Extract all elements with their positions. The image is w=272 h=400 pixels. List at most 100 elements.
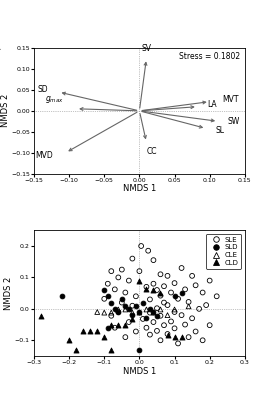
Point [151, 309, 156, 315]
Point [81, 328, 85, 335]
Point [127, 319, 131, 325]
Point [169, 289, 173, 296]
Point [148, 310, 152, 316]
Point [127, 277, 131, 284]
Point [116, 322, 120, 328]
Point [158, 312, 163, 319]
Point [172, 325, 177, 332]
X-axis label: NMDS 1: NMDS 1 [123, 184, 156, 193]
Point [109, 312, 113, 319]
Point [155, 312, 159, 319]
Point [113, 324, 117, 331]
Point [141, 299, 145, 306]
Point [106, 324, 110, 331]
Point [137, 268, 142, 274]
Point [158, 337, 163, 344]
Point [172, 292, 177, 299]
Point [155, 305, 159, 312]
Point [200, 337, 205, 344]
Point [130, 255, 135, 262]
Point [176, 296, 180, 302]
Point [95, 309, 100, 315]
Point [106, 280, 110, 287]
Point [95, 328, 100, 335]
Point [102, 287, 106, 293]
Point [215, 293, 219, 300]
Point [109, 346, 113, 353]
Point [165, 302, 170, 308]
Point [120, 266, 124, 273]
Point [137, 277, 142, 284]
Point [102, 310, 106, 316]
Point [176, 340, 180, 347]
Point [116, 274, 120, 281]
Text: A: A [0, 42, 1, 52]
Point [158, 271, 163, 278]
Text: CC: CC [147, 147, 157, 156]
Point [172, 334, 177, 340]
Point [39, 312, 43, 319]
Point [102, 296, 106, 302]
Text: MVD: MVD [35, 151, 53, 160]
Point [102, 334, 106, 340]
Point [123, 322, 128, 328]
Point [144, 284, 149, 290]
Point [190, 315, 194, 322]
Point [146, 248, 150, 254]
Point [130, 312, 135, 318]
Point [151, 280, 156, 287]
Point [162, 283, 166, 290]
Point [60, 292, 64, 299]
Point [123, 306, 128, 313]
Point [172, 309, 177, 315]
Point [148, 332, 152, 338]
Point [158, 289, 163, 296]
Point [120, 296, 124, 303]
Legend: SLE, SLD, CLE, CLD: SLE, SLD, CLE, CLD [206, 234, 241, 268]
Point [130, 310, 135, 316]
Point [137, 310, 142, 316]
Point [204, 302, 208, 308]
Point [144, 324, 149, 331]
Point [139, 243, 143, 249]
Point [162, 299, 166, 306]
Point [151, 287, 156, 293]
Point [127, 306, 131, 312]
Text: SV: SV [141, 44, 152, 53]
Point [162, 322, 166, 328]
Point [155, 328, 159, 334]
Point [172, 280, 177, 286]
Point [137, 309, 142, 315]
Point [172, 306, 177, 313]
Point [193, 328, 198, 335]
Point [148, 306, 152, 312]
Point [144, 315, 149, 322]
Point [137, 346, 142, 353]
Point [180, 312, 184, 318]
Point [130, 316, 135, 322]
Point [180, 265, 184, 271]
Point [120, 299, 124, 306]
Point [123, 334, 128, 340]
Point [158, 306, 163, 313]
Point [208, 277, 212, 284]
Text: Stress = 0.1802: Stress = 0.1802 [180, 52, 240, 61]
Point [109, 310, 113, 316]
Point [106, 293, 110, 300]
Point [74, 346, 78, 353]
Point [151, 310, 156, 316]
Point [183, 286, 187, 292]
Y-axis label: NMDS 2: NMDS 2 [4, 276, 13, 310]
Text: $g_{max}$: $g_{max}$ [45, 94, 63, 106]
Point [151, 257, 156, 263]
Point [165, 312, 170, 318]
Point [151, 319, 156, 325]
Point [200, 289, 205, 296]
Text: SD: SD [38, 85, 48, 94]
Point [208, 322, 212, 328]
Point [165, 273, 170, 279]
Point [169, 318, 173, 325]
Text: SW: SW [228, 117, 240, 126]
Point [165, 331, 170, 337]
Point [186, 334, 191, 340]
